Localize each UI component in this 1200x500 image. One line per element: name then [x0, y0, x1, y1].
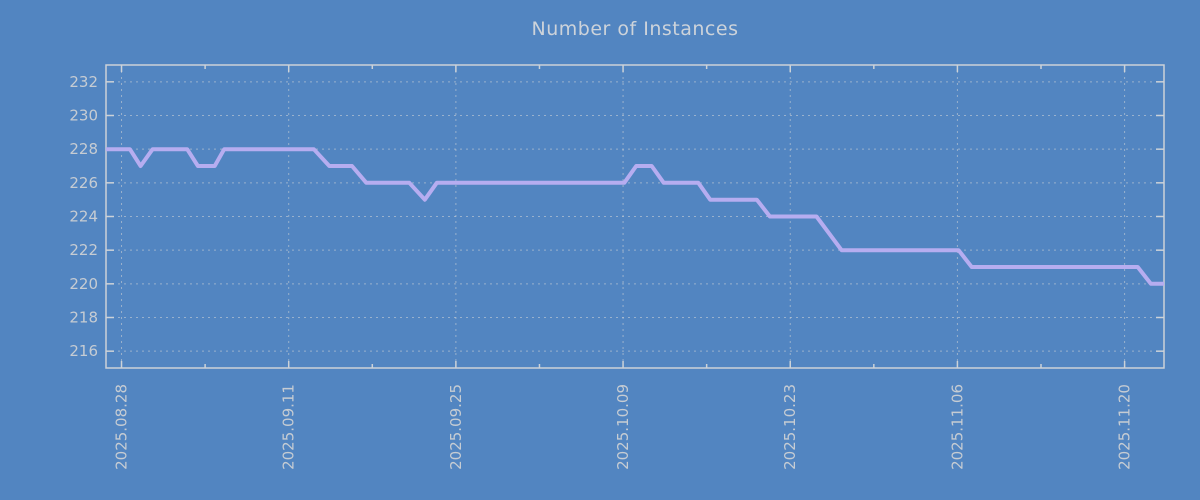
x-tick-label: 2025.11.06 — [948, 384, 966, 470]
y-tick-label: 220 — [69, 275, 98, 293]
series-line — [106, 147, 1164, 286]
y-tick-label: 218 — [69, 309, 98, 327]
y-tick-label: 222 — [69, 241, 98, 259]
y-tick-label: 228 — [69, 140, 98, 158]
chart-title: Number of Instances — [531, 18, 739, 40]
x-tick-label: 2025.11.20 — [1116, 384, 1134, 470]
y-tick-label: 216 — [69, 342, 98, 360]
x-tick-label: 2025.10.23 — [781, 384, 799, 470]
y-tick-label: 226 — [69, 174, 98, 192]
x-tick-label: 2025.08.28 — [113, 384, 131, 470]
y-tick-label: 224 — [69, 208, 98, 226]
x-tick-label: 2025.10.09 — [614, 384, 632, 470]
y-tick-label: 232 — [69, 73, 98, 91]
y-tick-label: 230 — [69, 107, 98, 125]
x-tick-label: 2025.09.25 — [447, 384, 465, 470]
x-tick-label: 2025.09.11 — [280, 384, 298, 470]
